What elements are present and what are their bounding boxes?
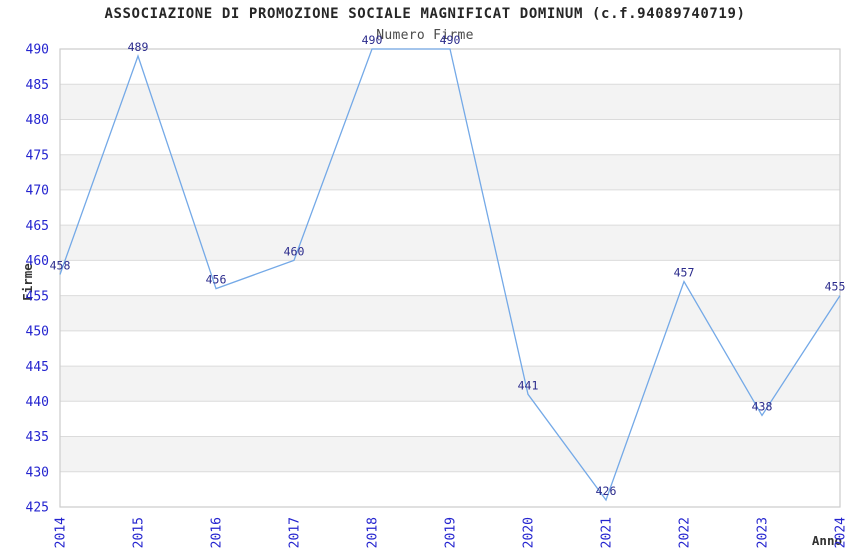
plot-band xyxy=(60,84,840,120)
x-tick-label: 2022 xyxy=(678,517,693,548)
y-tick-label: 445 xyxy=(26,360,49,375)
plot-band xyxy=(60,366,840,402)
y-tick-label: 435 xyxy=(26,430,49,445)
plot-band xyxy=(60,330,840,367)
plot-band xyxy=(60,189,840,226)
plot-band xyxy=(60,295,840,331)
data-label: 441 xyxy=(518,378,539,392)
y-tick-label: 465 xyxy=(26,219,49,234)
y-tick-label: 490 xyxy=(26,43,49,58)
x-tick-label: 2018 xyxy=(366,517,381,548)
y-tick-label: 425 xyxy=(26,501,49,516)
plot-band xyxy=(60,471,840,507)
y-tick-label: 450 xyxy=(26,325,49,340)
y-tick-label: 440 xyxy=(26,395,49,410)
plot-band xyxy=(60,154,840,190)
y-tick-label: 470 xyxy=(26,184,49,199)
data-label: 426 xyxy=(596,484,617,498)
data-label: 438 xyxy=(752,399,773,413)
plot-band xyxy=(60,119,840,155)
data-label: 455 xyxy=(825,280,846,294)
x-tick-label: 2017 xyxy=(288,517,303,548)
x-tick-label: 2021 xyxy=(600,517,615,548)
plot-band xyxy=(60,49,840,85)
plot-band xyxy=(60,225,840,261)
y-tick-label: 455 xyxy=(26,289,49,304)
x-tick-label: 2019 xyxy=(444,517,459,548)
plot-band xyxy=(60,436,840,472)
x-tick-label: 2016 xyxy=(210,517,225,548)
x-tick-label: 2023 xyxy=(756,517,771,548)
plot-band xyxy=(60,260,840,296)
chart-subtitle: Numero Firme xyxy=(376,28,474,43)
x-tick-label: 2020 xyxy=(522,517,537,548)
data-label: 490 xyxy=(362,33,383,47)
plot-band xyxy=(60,401,840,437)
data-label: 458 xyxy=(50,259,71,273)
x-tick-label: 2014 xyxy=(54,517,69,548)
data-label: 489 xyxy=(128,40,149,54)
data-label: 490 xyxy=(440,33,461,47)
y-tick-label: 430 xyxy=(26,466,49,481)
data-label: 460 xyxy=(284,244,305,258)
data-label: 457 xyxy=(674,266,695,280)
x-tick-label: 2024 xyxy=(834,517,849,548)
y-tick-label: 485 xyxy=(26,78,49,93)
y-tick-label: 475 xyxy=(26,148,49,163)
y-tick-label: 480 xyxy=(26,113,49,128)
y-tick-label: 460 xyxy=(26,254,49,269)
series-line xyxy=(59,48,841,502)
x-tick-label: 2015 xyxy=(132,517,147,548)
chart-title: ASSOCIAZIONE DI PROMOZIONE SOCIALE MAGNI… xyxy=(104,6,746,22)
data-label: 456 xyxy=(206,273,227,287)
x-axis-title: Anno xyxy=(811,533,842,548)
